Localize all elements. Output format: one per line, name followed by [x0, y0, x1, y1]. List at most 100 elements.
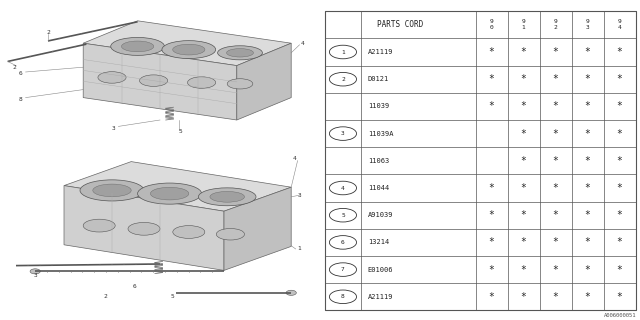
Ellipse shape [83, 219, 115, 232]
Text: 9
2: 9 2 [554, 20, 557, 30]
Text: *: * [584, 237, 591, 247]
Polygon shape [64, 186, 224, 270]
Text: 5: 5 [341, 213, 345, 218]
Ellipse shape [218, 46, 262, 60]
Text: *: * [616, 101, 623, 111]
Text: 2: 2 [341, 77, 345, 82]
Text: 7: 7 [341, 267, 345, 272]
Text: *: * [553, 265, 559, 275]
Text: *: * [521, 183, 527, 193]
Text: *: * [489, 101, 495, 111]
Text: *: * [616, 47, 623, 57]
Text: *: * [521, 156, 527, 166]
Ellipse shape [188, 77, 216, 88]
Ellipse shape [138, 183, 202, 204]
Text: 5: 5 [179, 129, 182, 134]
Ellipse shape [140, 75, 168, 86]
Text: *: * [584, 74, 591, 84]
Text: PARTS CORD: PARTS CORD [377, 20, 424, 29]
Text: 1: 1 [298, 246, 301, 252]
Polygon shape [83, 21, 291, 66]
Ellipse shape [227, 49, 253, 57]
Polygon shape [224, 187, 291, 270]
Text: 4: 4 [292, 156, 296, 161]
Text: *: * [616, 74, 623, 84]
Text: 11044: 11044 [368, 185, 389, 191]
Text: *: * [553, 183, 559, 193]
Text: *: * [584, 292, 591, 302]
Text: A21119: A21119 [368, 294, 393, 300]
Text: 8: 8 [341, 294, 345, 299]
Polygon shape [237, 43, 291, 120]
Ellipse shape [111, 37, 164, 55]
Text: *: * [584, 101, 591, 111]
Text: *: * [553, 47, 559, 57]
Text: 9
0: 9 0 [490, 20, 493, 30]
Text: *: * [489, 183, 495, 193]
Text: *: * [616, 183, 623, 193]
Text: 11039A: 11039A [368, 131, 393, 137]
Ellipse shape [162, 41, 216, 59]
Polygon shape [64, 162, 291, 211]
Text: *: * [616, 237, 623, 247]
Text: *: * [584, 156, 591, 166]
Text: *: * [584, 183, 591, 193]
Circle shape [286, 290, 296, 295]
Text: 2: 2 [104, 294, 108, 300]
Text: *: * [553, 156, 559, 166]
Ellipse shape [173, 44, 205, 55]
Text: *: * [584, 265, 591, 275]
Text: *: * [553, 210, 559, 220]
Text: *: * [489, 210, 495, 220]
Text: 1: 1 [341, 50, 345, 54]
Ellipse shape [216, 228, 244, 240]
Ellipse shape [150, 187, 189, 200]
Text: *: * [553, 292, 559, 302]
Text: 8: 8 [19, 97, 22, 102]
Ellipse shape [227, 79, 253, 89]
Text: *: * [616, 129, 623, 139]
Ellipse shape [93, 184, 131, 197]
Text: *: * [521, 265, 527, 275]
Text: *: * [553, 129, 559, 139]
Text: *: * [521, 237, 527, 247]
Text: *: * [489, 265, 495, 275]
Text: *: * [584, 129, 591, 139]
Circle shape [30, 269, 40, 274]
Ellipse shape [210, 191, 244, 202]
Text: A006000051: A006000051 [604, 313, 637, 318]
Text: 3: 3 [112, 125, 116, 131]
Text: A91039: A91039 [368, 212, 393, 218]
Text: 3: 3 [341, 131, 345, 136]
Bar [325, 11, 636, 310]
Ellipse shape [80, 180, 144, 201]
Text: 2: 2 [46, 29, 50, 35]
Text: *: * [489, 292, 495, 302]
Text: 6: 6 [19, 71, 22, 76]
Text: *: * [489, 47, 495, 57]
Text: 13214: 13214 [368, 239, 389, 245]
Text: 6: 6 [341, 240, 345, 245]
Ellipse shape [128, 222, 160, 235]
Text: *: * [521, 210, 527, 220]
Text: *: * [521, 74, 527, 84]
Ellipse shape [198, 188, 256, 206]
Text: 11063: 11063 [368, 158, 389, 164]
Text: *: * [616, 210, 623, 220]
Text: *: * [521, 292, 527, 302]
Text: 9
3: 9 3 [586, 20, 589, 30]
Text: 4: 4 [301, 41, 305, 46]
Text: 9
1: 9 1 [522, 20, 525, 30]
Text: E01006: E01006 [368, 267, 393, 273]
Ellipse shape [98, 72, 126, 83]
Text: *: * [521, 129, 527, 139]
Text: 9
4: 9 4 [618, 20, 621, 30]
Text: *: * [553, 237, 559, 247]
Text: *: * [521, 47, 527, 57]
Text: *: * [584, 210, 591, 220]
Ellipse shape [173, 226, 205, 238]
Text: A21119: A21119 [368, 49, 393, 55]
Text: 3: 3 [298, 193, 301, 198]
Ellipse shape [122, 41, 154, 52]
Text: 5: 5 [171, 294, 175, 300]
